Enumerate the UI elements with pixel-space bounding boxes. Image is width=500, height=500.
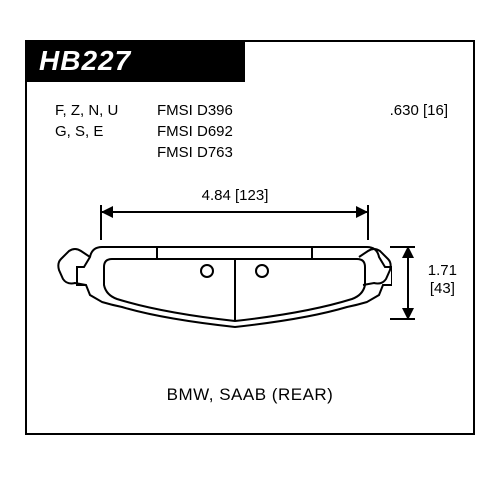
part-number-bar: HB227 xyxy=(25,40,245,82)
height-mm: [43] xyxy=(428,280,457,298)
fmsi-code: FMSI D763 xyxy=(157,142,287,163)
brake-pad-outline xyxy=(57,237,392,347)
extension-line xyxy=(390,246,415,248)
part-number: HB227 xyxy=(39,45,131,77)
thickness-in: .630 xyxy=(390,102,419,119)
thickness-mm: [16] xyxy=(423,102,448,119)
thickness-column: .630 [16] xyxy=(287,100,473,163)
width-mm: [123] xyxy=(235,187,268,204)
width-dimension-label: 4.84 [123] xyxy=(115,187,355,204)
diagram-area: 4.84 [123] 1.71 [43] xyxy=(47,187,457,367)
compounds-line: G, S, E xyxy=(55,121,157,142)
application-label: BMW, SAAB (REAR) xyxy=(27,385,473,405)
fmsi-column: FMSI D396 FMSI D692 FMSI D763 xyxy=(157,100,287,163)
info-row: F, Z, N, U G, S, E FMSI D396 FMSI D692 F… xyxy=(27,100,473,163)
fmsi-code: FMSI D692 xyxy=(157,121,287,142)
spec-frame: HB227 F, Z, N, U G, S, E FMSI D396 FMSI … xyxy=(25,40,475,435)
height-dimension-label: 1.71 [43] xyxy=(428,262,457,298)
height-in: 1.71 xyxy=(428,262,457,280)
width-in: 4.84 xyxy=(202,187,231,204)
compounds-column: F, Z, N, U G, S, E xyxy=(27,100,157,163)
compounds-line: F, Z, N, U xyxy=(55,100,157,121)
fmsi-code: FMSI D396 xyxy=(157,100,287,121)
height-arrow xyxy=(407,247,409,319)
width-arrow xyxy=(102,211,367,213)
extension-line xyxy=(390,318,415,320)
